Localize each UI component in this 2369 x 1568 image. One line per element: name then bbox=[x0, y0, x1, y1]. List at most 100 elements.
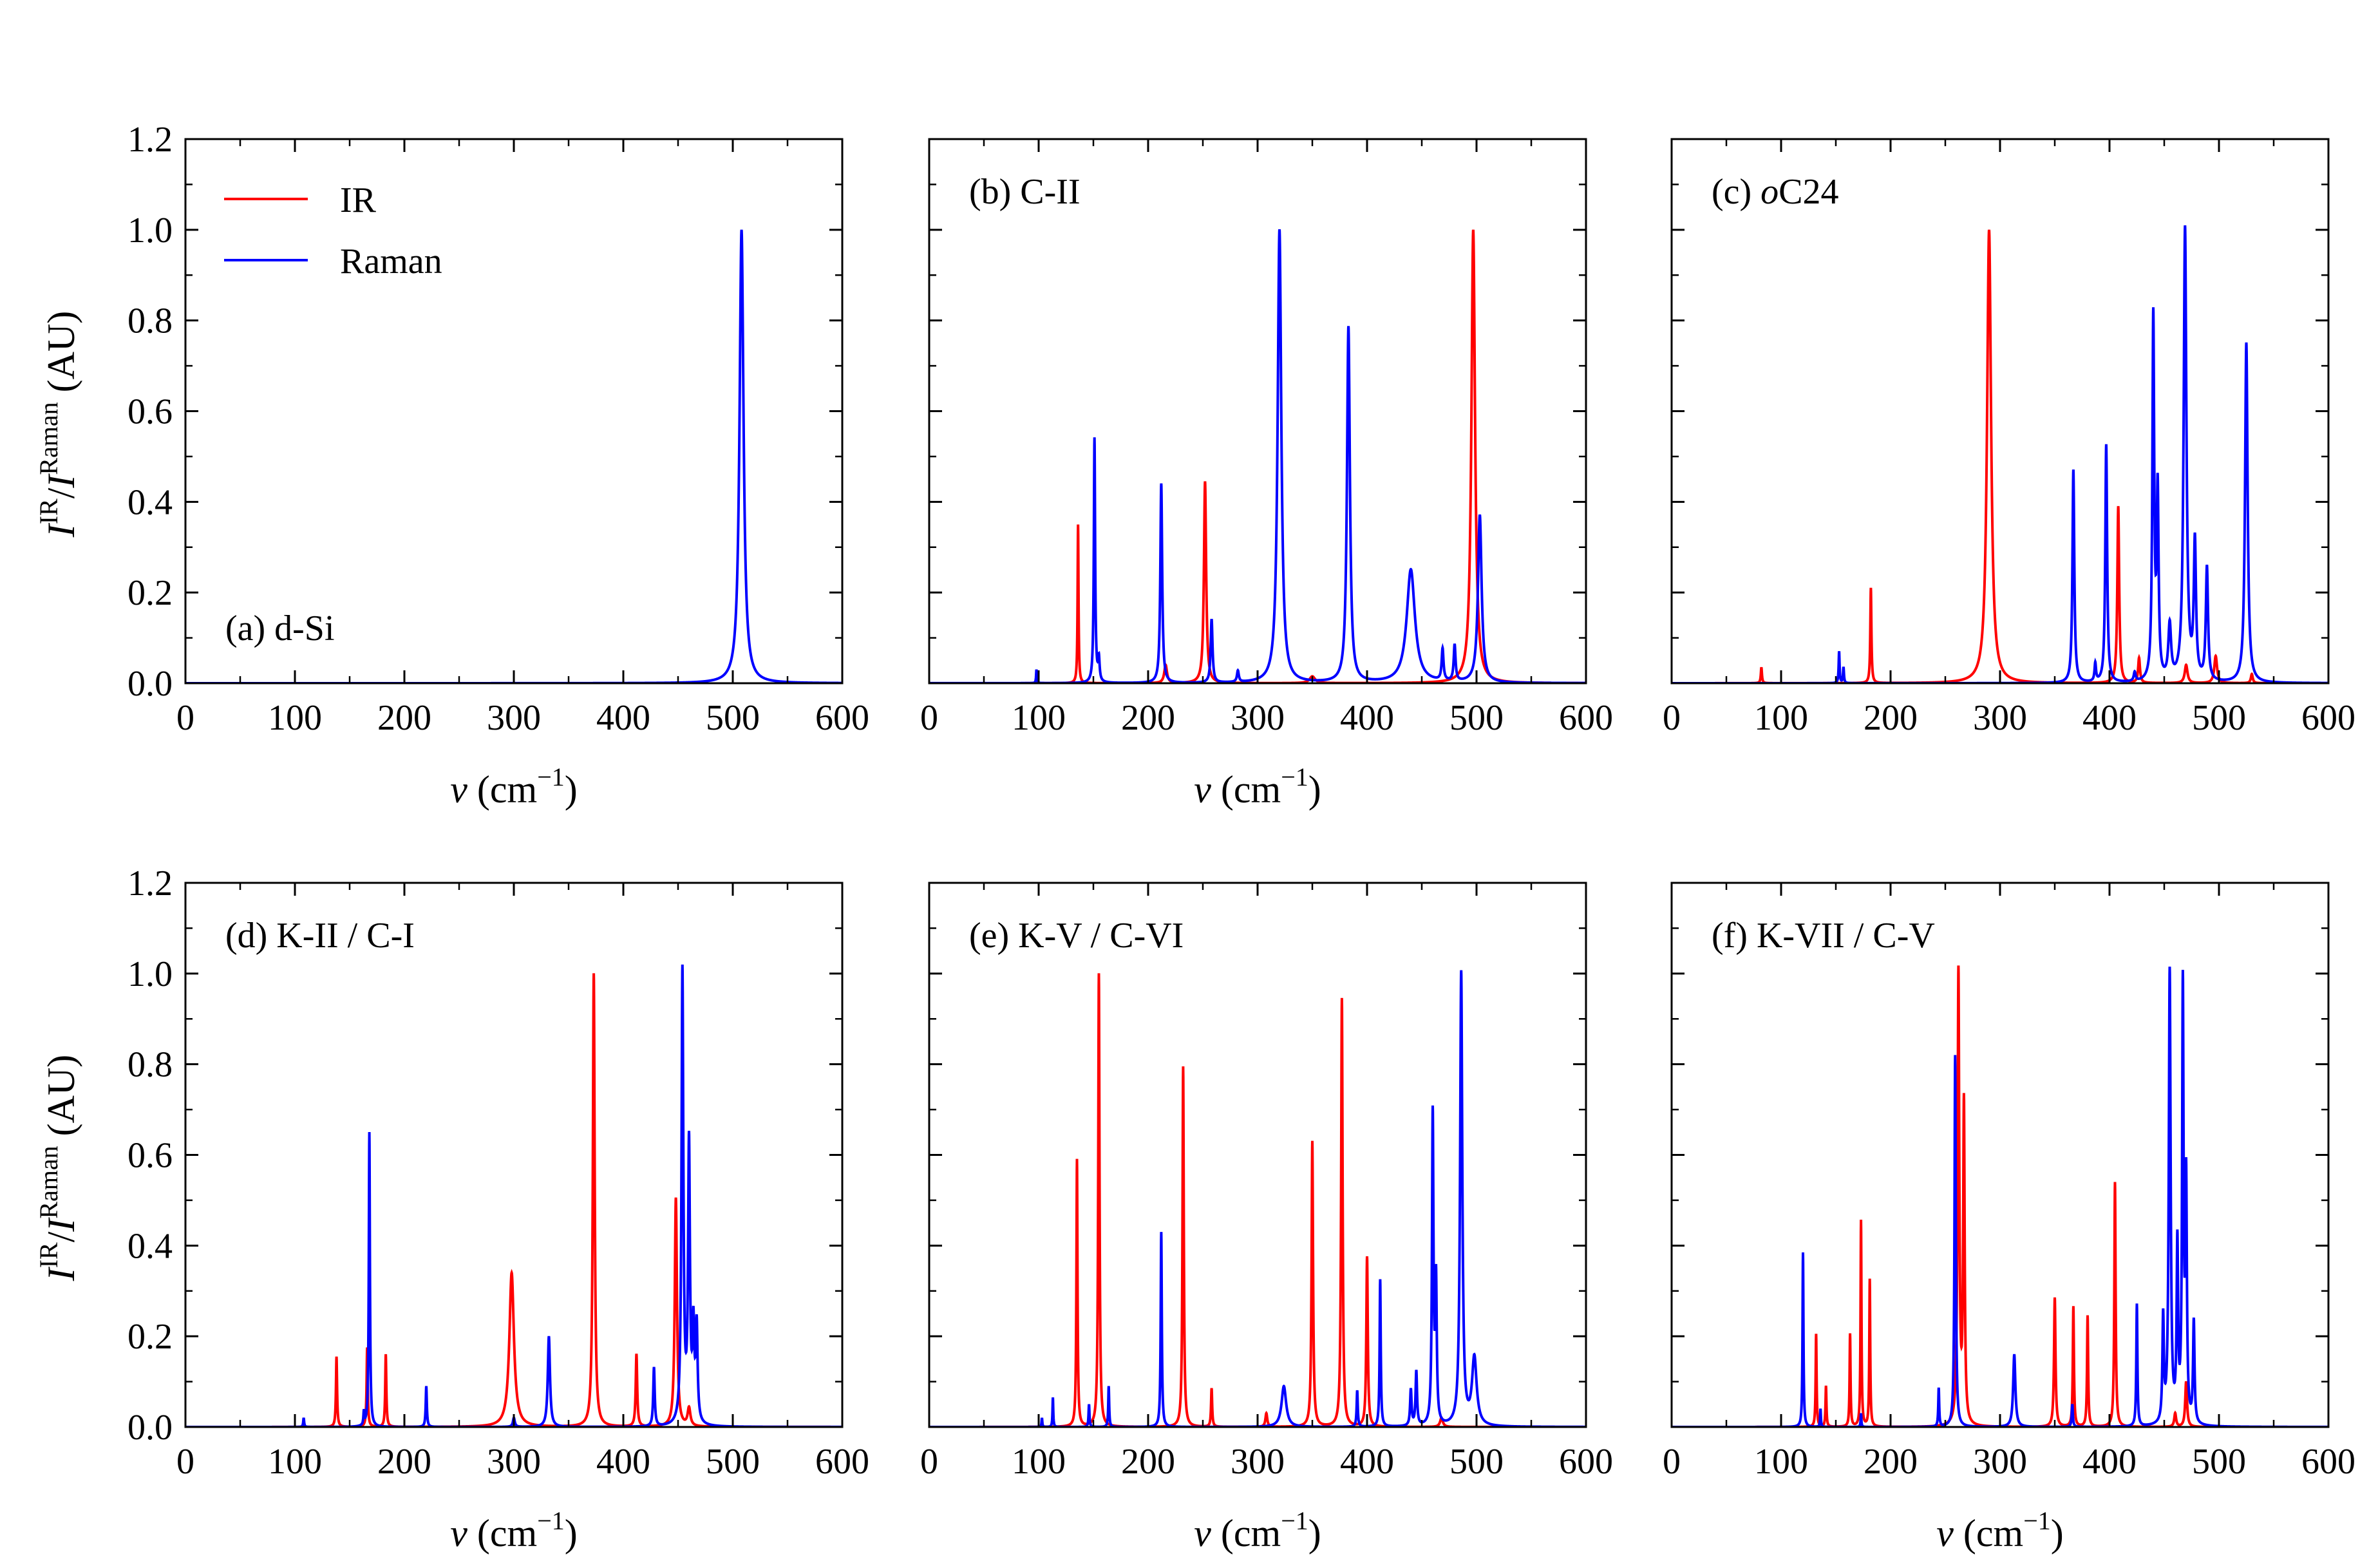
series-ir-line bbox=[185, 973, 842, 1427]
y-tick-label: 0.2 bbox=[127, 1317, 173, 1357]
x-axis-label: v (cm−1) bbox=[1194, 1506, 1321, 1554]
panel-label-main: d-Si bbox=[274, 609, 334, 648]
panel-label: (f) K-VII / C-V bbox=[1712, 916, 1935, 956]
y-axis-label-slash: / bbox=[40, 487, 82, 498]
x-axis-label-unit: (cm bbox=[1211, 1512, 1281, 1554]
y-axis-label-sup2: Raman bbox=[34, 1146, 63, 1218]
panels: 0 100 200 300 400 500 600 0.0 0.2 0.4 0.6 0.8 1.0 1.2… bbox=[34, 120, 2355, 1554]
panel-label-prefix: (a) bbox=[225, 609, 274, 648]
x-tick-label: 200 bbox=[1864, 1442, 1918, 1482]
series-ir-line bbox=[929, 229, 1586, 683]
series-ir-line bbox=[929, 973, 1586, 1427]
x-axis-label: v (cm−1) bbox=[450, 1506, 577, 1554]
panel-label-main: K-VII / C-V bbox=[1757, 916, 1935, 956]
x-tick-label: 500 bbox=[2192, 1442, 2246, 1482]
x-axis-label-exp: −1 bbox=[1281, 762, 1308, 791]
y-tick-label: 1.0 bbox=[127, 211, 173, 250]
y-axis-label-i1: I bbox=[40, 1266, 82, 1281]
series-raman-line bbox=[929, 970, 1586, 1427]
panel-label-main: K-II / C-I bbox=[276, 916, 415, 956]
y-axis-label: IIR/IRaman (AU) bbox=[34, 1055, 82, 1282]
y-tick-label: 0.6 bbox=[127, 1136, 173, 1176]
y-tick-label: 1.2 bbox=[127, 120, 173, 160]
x-axis-label-var: v bbox=[1936, 1512, 1954, 1554]
x-tick-label: 300 bbox=[1973, 1442, 2027, 1482]
x-tick-label: 100 bbox=[1754, 1442, 1808, 1482]
panel-label: (d) K-II / C-I bbox=[225, 916, 415, 956]
x-tick-label: 0 bbox=[920, 1442, 938, 1482]
series-raman-line bbox=[1672, 967, 2328, 1427]
x-tick-label: 100 bbox=[1754, 698, 1808, 738]
x-tick-label: 600 bbox=[1559, 1442, 1613, 1482]
x-axis-label: v (cm−1) bbox=[1194, 762, 1321, 811]
panel-label-prefix: (f) bbox=[1712, 916, 1757, 956]
x-axis-label-close: ) bbox=[1308, 1512, 1321, 1554]
x-tick-label: 0 bbox=[176, 1442, 194, 1482]
panel-label: (c) oC24 bbox=[1712, 172, 1839, 212]
y-axis-label: IIR/IRaman (AU) bbox=[34, 311, 82, 538]
y-tick-label: 0.0 bbox=[127, 1408, 173, 1448]
y-tick-label: 1.0 bbox=[127, 954, 173, 994]
x-axis-label-var: v bbox=[1194, 1512, 1211, 1554]
y-tick-label: 0.4 bbox=[127, 482, 173, 522]
x-axis-label-unit: (cm bbox=[1954, 1512, 2023, 1554]
x-tick-label: 500 bbox=[1449, 698, 1504, 738]
x-tick-label: 400 bbox=[596, 698, 650, 738]
y-tick-label: 0.0 bbox=[127, 664, 173, 704]
x-axis-label-exp: −1 bbox=[537, 1506, 565, 1535]
x-tick-label: 0 bbox=[1663, 1442, 1681, 1482]
x-tick-label: 100 bbox=[268, 1442, 322, 1482]
x-axis-label-exp: −1 bbox=[2023, 1506, 2051, 1535]
plot-frame bbox=[1670, 882, 2330, 1428]
x-tick-label: 600 bbox=[2301, 698, 2355, 738]
x-tick-label: 100 bbox=[1012, 698, 1066, 738]
series-ir-line bbox=[1672, 229, 2328, 683]
series-raman-line bbox=[929, 229, 1586, 683]
legend-label-raman: Raman bbox=[340, 241, 442, 281]
x-tick-label: 500 bbox=[706, 1442, 760, 1482]
x-axis-label-close: ) bbox=[565, 1512, 578, 1554]
panel-b-c-ii: 0 100 200 300 400 500 600 (b) C-II v (cm−1) bbox=[920, 138, 1613, 811]
x-tick-label: 600 bbox=[1559, 698, 1613, 738]
panel-label: (a) d-Si bbox=[225, 609, 335, 648]
legend-label-ir: IR bbox=[340, 180, 377, 220]
x-axis-label-close: ) bbox=[565, 768, 578, 811]
y-axis-label-sup1: IR bbox=[34, 1242, 63, 1268]
y-tick-label: 0.6 bbox=[127, 392, 173, 432]
x-axis-label: v (cm−1) bbox=[1936, 1506, 2063, 1554]
x-axis-label-var: v bbox=[450, 768, 467, 811]
y-tick-label: 0.2 bbox=[127, 573, 173, 613]
y-axis-label-i1: I bbox=[40, 522, 82, 538]
panel-label: (e) K-V / C-VI bbox=[969, 916, 1184, 956]
panel-a-d-si: 0 100 200 300 400 500 600 0.0 0.2 0.4 0.6 0.8 1.0 1.2… bbox=[34, 120, 869, 811]
x-tick-label: 300 bbox=[487, 698, 541, 738]
panel-e-k-v-c-vi: 0 100 200 300 400 500 600 (e) K-V / C-VI v (cm−1… bbox=[920, 882, 1613, 1554]
x-axis-label-exp: −1 bbox=[537, 762, 565, 791]
x-tick-label: 400 bbox=[2082, 1442, 2137, 1482]
series-raman-line bbox=[1672, 225, 2328, 683]
x-tick-label: 300 bbox=[1973, 698, 2027, 738]
x-tick-label: 100 bbox=[268, 698, 322, 738]
x-tick-label: 500 bbox=[706, 698, 760, 738]
x-tick-label: 300 bbox=[487, 1442, 541, 1482]
x-axis-label-unit: (cm bbox=[467, 1512, 537, 1554]
panel-label: (b) C-II bbox=[969, 172, 1081, 212]
x-axis-label-unit: (cm bbox=[1211, 768, 1281, 811]
x-axis-label-close: ) bbox=[1308, 768, 1321, 811]
x-tick-label: 200 bbox=[377, 1442, 431, 1482]
panel-label-prefix: (d) bbox=[225, 916, 276, 956]
x-tick-label: 400 bbox=[1340, 698, 1394, 738]
x-tick-label: 400 bbox=[596, 1442, 650, 1482]
y-tick-label: 0.8 bbox=[127, 301, 173, 341]
legend: IR Raman bbox=[224, 180, 442, 281]
x-tick-label: 500 bbox=[2192, 698, 2246, 738]
x-tick-label: 200 bbox=[1121, 1442, 1175, 1482]
x-tick-label: 600 bbox=[815, 698, 869, 738]
plot-frame bbox=[1670, 138, 2330, 685]
y-axis-label-i2: I bbox=[40, 473, 82, 489]
x-axis-label-close: ) bbox=[2051, 1512, 2064, 1554]
y-tick-label: 0.8 bbox=[127, 1045, 173, 1085]
x-tick-label: 500 bbox=[1449, 1442, 1504, 1482]
y-tick-label: 1.2 bbox=[127, 864, 173, 903]
